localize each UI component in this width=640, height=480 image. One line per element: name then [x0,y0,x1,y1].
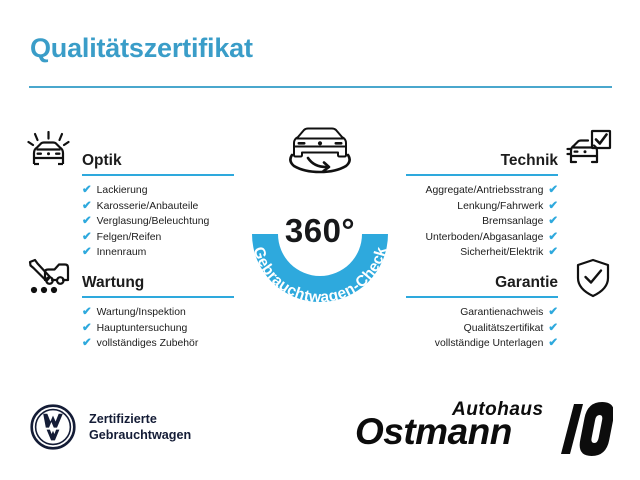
section-header: Optik [82,146,234,176]
section-header: Technik [406,146,558,176]
section-divider [406,174,558,176]
section-title-technik: Technik [500,152,558,169]
list-item: ✔ vollständiges Zubehör [82,336,234,352]
list-item-label: Garantienachweis [460,307,544,318]
check-icon: ✔ [548,215,558,228]
check-icon: ✔ [82,337,92,350]
badge-360-gebrauchtwagen-check: Gebrauchtwagen-Check 360° [232,160,408,308]
ao-monogram-icon [561,402,613,456]
check-icon: ✔ [82,215,92,228]
checklist-wartung: ✔ Wartung/Inspektion ✔ Hauptuntersuchung ✔… [82,305,234,352]
list-item-label: Bremsanlage [482,216,544,228]
list-item-label: Lenkung/Fahrwerk [457,200,544,212]
list-item-label: Hauptuntersuchung [96,322,188,334]
section-header: Wartung [82,268,234,298]
list-item-label: Qualitätszertifikat [463,322,544,334]
list-item: Sicherheit/Elektrik ✔ [406,245,558,261]
list-item-label: Sicherheit/Elektrik [460,247,544,259]
list-item-label: vollständige Unterlagen [434,338,544,350]
check-icon: ✔ [82,246,92,259]
list-item: vollständige Unterlagen ✔ [406,336,558,352]
vw-text-line2: Gebrauchtwagen [89,428,192,442]
list-item: ✔ Hauptuntersuchung [82,321,234,337]
list-item: ✔ Verglasung/Beleuchtung [82,214,234,230]
check-icon: ✔ [82,321,92,334]
section-title-garantie: Garantie [495,274,558,291]
shield-check-icon [575,258,611,303]
car-checkbox-icon [566,129,612,172]
wrench-car-icon [27,258,71,301]
check-icon: ✔ [82,306,92,318]
list-item-label: Verglasung/Beleuchtung [96,216,210,228]
checklist-optik: ✔ Lackierung ✔ Karosserie/Anbauteile ✔ Verg… [82,183,234,261]
check-icon: ✔ [548,230,558,243]
car-shine-icon [27,130,71,174]
section-header: Garantie [406,268,558,298]
list-item-label: vollständiges Zubehör [96,338,199,350]
list-item-label: Aggregate/Antriebsstrang [425,185,544,196]
vw-logo-icon [30,404,76,450]
vw-certified-text: Zertifizierte Gebrauchtwagen [89,411,191,444]
check-icon: ✔ [548,337,558,350]
badge-ring-icon: Gebrauchtwagen-Check [250,234,390,306]
car-rotate-icon [289,127,351,174]
section-garantie: Garantie Garantienachweis ✔ Qualitätszert… [406,268,558,352]
vw-text-line1: Zertifizierte [89,411,157,426]
list-item: Aggregate/Antriebsstrang ✔ [406,183,558,199]
list-item-label: Lackierung [96,185,148,196]
section-divider [406,296,558,298]
check-icon: ✔ [548,321,558,334]
checklist-garantie: Garantienachweis ✔ Qualitätszertifikat ✔ v… [406,305,558,352]
list-item: Lenkung/Fahrwerk ✔ [406,199,558,215]
list-item-label: Felgen/Reifen [96,231,162,243]
section-wartung: Wartung ✔ Wartung/Inspektion ✔ Hauptunters… [82,268,234,352]
list-item: ✔ Wartung/Inspektion [82,305,234,321]
dealer-prefix: Autohaus [452,399,544,420]
title-divider [29,86,612,88]
dealer-name: Ostmann [355,411,512,452]
list-item: ✔ Karosserie/Anbauteile [82,199,234,215]
check-icon: ✔ [548,199,558,212]
check-icon: ✔ [548,246,558,259]
list-item-label: Unterboden/Abgasanlage [425,231,544,243]
page-title: Qualitätszertifikat [30,33,253,63]
check-icon: ✔ [82,199,92,212]
list-item-label: Innenraum [96,247,147,259]
list-item: ✔ Felgen/Reifen [82,230,234,246]
section-divider [82,296,234,298]
dealer-logo: Autohaus Ostmann [355,398,613,460]
check-icon: ✔ [82,230,92,243]
section-title-optik: Optik [82,152,122,169]
check-icon: ✔ [82,184,92,196]
section-technik: Technik Aggregate/Antriebsstrang ✔ Lenkun… [406,146,558,261]
vw-certified-logo: Zertifizierte Gebrauchtwagen [30,404,191,450]
list-item: Unterboden/Abgasanlage ✔ [406,230,559,246]
section-optik: Optik ✔ Lackierung ✔ Karosserie/Anbauteile… [82,146,234,261]
list-item: Qualitätszertifikat ✔ [406,321,558,337]
check-icon: ✔ [548,306,558,318]
list-item: ✔ Innenraum [82,245,234,261]
check-icon: ✔ [548,184,558,196]
list-item: Garantienachweis ✔ [406,305,558,321]
badge-center-label: 360° [284,212,356,249]
section-title-wartung: Wartung [82,274,145,291]
checklist-technik: Aggregate/Antriebsstrang ✔ Lenkung/Fahrwe… [406,183,559,261]
list-item-label: Wartung/Inspektion [96,307,186,318]
list-item: Bremsanlage ✔ [406,214,558,230]
list-item: ✔ Lackierung [82,183,234,199]
list-item-label: Karosserie/Anbauteile [96,200,199,212]
section-divider [82,174,234,176]
